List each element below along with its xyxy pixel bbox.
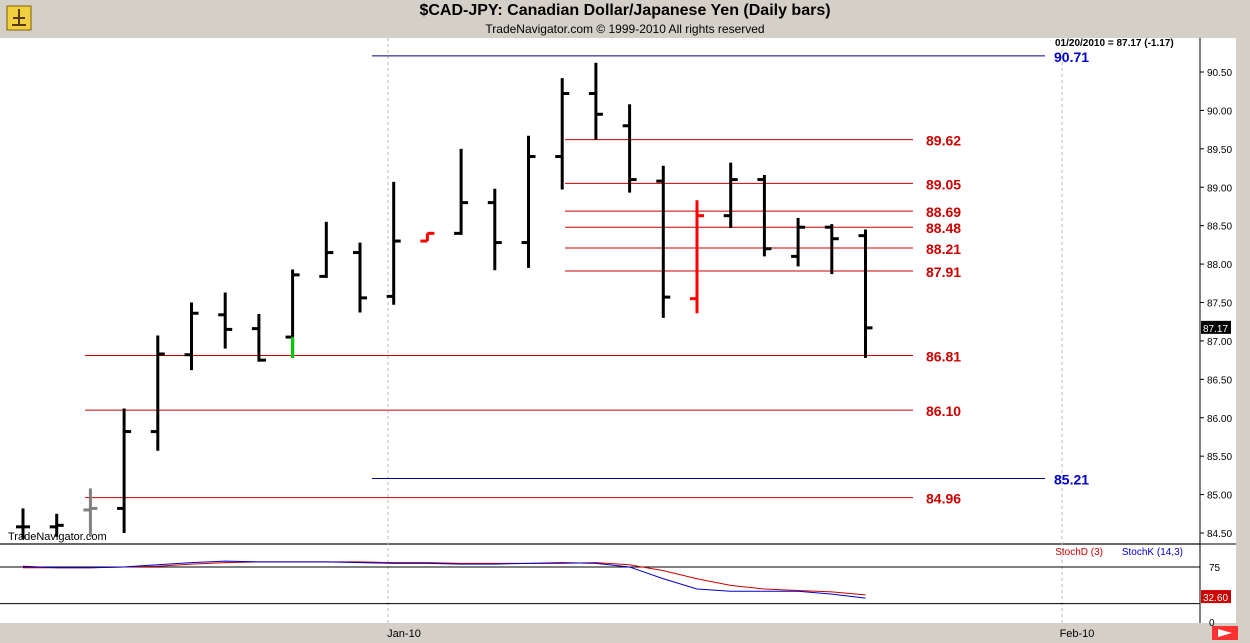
x-label-feb: Feb-10 xyxy=(1060,628,1095,640)
level-label: 88.48 xyxy=(926,220,961,236)
ohlc-bar xyxy=(690,200,704,314)
level-label: 86.81 xyxy=(926,349,961,365)
level-label: 84.96 xyxy=(926,491,961,507)
indicator-panel xyxy=(0,545,1200,623)
stoch-series-line xyxy=(23,561,866,596)
level-label: 88.69 xyxy=(926,204,961,220)
watermark-text: TradeNavigator.com xyxy=(8,531,107,543)
ohlc-bar xyxy=(521,135,536,268)
y-tick-label: 90.00 xyxy=(1207,106,1232,117)
level-label: 89.62 xyxy=(926,133,961,149)
copyright-line: TradeNavigator.com © 1999-2010 All right… xyxy=(485,22,765,36)
ohlc-bar xyxy=(386,181,401,305)
stochk-legend: StochK (14,3) xyxy=(1122,547,1183,558)
chart-title: $CAD-JPY: Canadian Dollar/Japanese Yen (… xyxy=(419,2,831,19)
ohlc-bar xyxy=(656,165,671,318)
y-tick-label: 88.50 xyxy=(1207,222,1232,233)
ohlc-bar xyxy=(251,314,266,362)
y-tick-label: 89.00 xyxy=(1207,183,1232,194)
y-tick-label: 87.50 xyxy=(1207,299,1232,310)
level-label: 86.10 xyxy=(926,403,961,419)
y-tick-label: 89.50 xyxy=(1207,145,1232,156)
y-tick-label: 90.50 xyxy=(1207,68,1232,79)
ohlc-bar xyxy=(723,162,738,228)
stoch-series-line xyxy=(22,560,866,599)
ohlc-bar xyxy=(117,408,132,533)
ohlc-bar xyxy=(420,231,435,243)
y-tick-label: 84.50 xyxy=(1207,529,1232,540)
ohlc-bar xyxy=(555,78,570,190)
stoch-last-badge xyxy=(1201,590,1231,604)
ohlc-bar xyxy=(824,224,839,275)
ohlc-bar xyxy=(858,229,873,358)
y-tick-label: 86.50 xyxy=(1207,375,1232,386)
y-tick-label: 85.50 xyxy=(1207,452,1232,463)
ohlc-bar xyxy=(150,335,165,451)
y-tick-label: 88.00 xyxy=(1207,260,1232,271)
stochd-legend: StochD (3) xyxy=(1055,547,1103,558)
ohlc-bar xyxy=(218,292,233,349)
level-label: 87.91 xyxy=(926,264,961,280)
level-label: 89.05 xyxy=(926,176,961,192)
ohlc-bar xyxy=(319,221,334,278)
price-panel xyxy=(0,38,1200,543)
y-tick-label: 85.00 xyxy=(1207,491,1232,502)
stoch-last-label: 32.60 xyxy=(1203,593,1228,604)
scroll-right-arrow-icon[interactable] xyxy=(1212,626,1238,640)
ohlc-bar xyxy=(353,242,367,313)
level-label: 88.21 xyxy=(926,241,961,257)
last-price-label: 87.17 xyxy=(1203,324,1228,335)
trade-navigator-logo-icon xyxy=(6,5,32,31)
y-tick-label: 87.00 xyxy=(1207,337,1232,348)
ohlc-bar xyxy=(622,104,637,193)
ohlc-bar xyxy=(791,217,806,267)
quote-readout: 01/20/2010 = 87.17 (-1.17) xyxy=(1055,38,1174,49)
ohlc-bar xyxy=(184,302,199,371)
ohlc-bar xyxy=(16,508,30,540)
ohlc-bar xyxy=(49,513,64,537)
stoch-tick-label: 75 xyxy=(1209,563,1221,574)
last-price-badge xyxy=(1201,320,1231,334)
ohlc-bar xyxy=(757,174,772,257)
level-label: 90.71 xyxy=(1054,49,1089,65)
ohlc-bar xyxy=(588,62,603,140)
ohlc-bar xyxy=(454,148,469,235)
ohlc-bar xyxy=(285,269,300,358)
ohlc-bar xyxy=(83,488,98,537)
y-tick-label: 86.00 xyxy=(1207,414,1232,425)
ohlc-bar xyxy=(487,188,502,271)
stoch-tick-label: 0 xyxy=(1209,618,1215,629)
x-label-jan: Jan-10 xyxy=(387,628,421,640)
level-label: 85.21 xyxy=(1054,471,1089,487)
